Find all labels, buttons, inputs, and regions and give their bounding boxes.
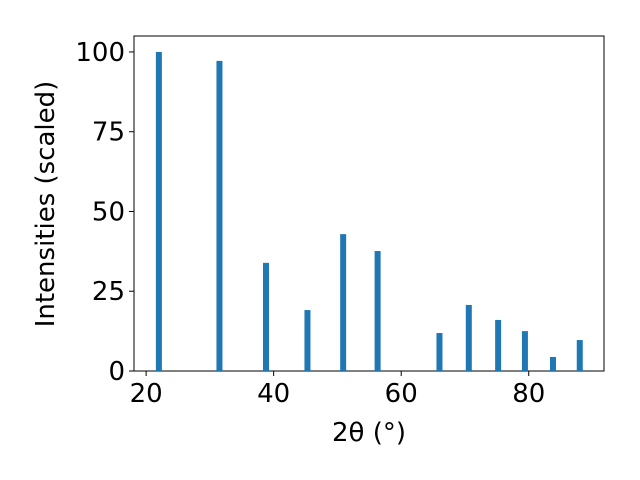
bar: [465, 304, 472, 371]
x-tick-label: 40: [257, 379, 290, 409]
y-tick-label: 0: [108, 357, 125, 387]
y-tick-label: 75: [92, 118, 125, 148]
bar: [436, 333, 443, 371]
y-tick-label: 25: [92, 277, 125, 307]
bar: [374, 251, 381, 371]
bar: [155, 51, 162, 371]
x-tick-label: 20: [130, 379, 163, 409]
y-tick-label: 50: [92, 197, 125, 227]
plot-frame: [133, 35, 605, 372]
bar: [521, 331, 528, 371]
y-tick-label: 100: [75, 38, 125, 68]
x-tick-label: 80: [512, 379, 545, 409]
x-tick-label: 60: [385, 379, 418, 409]
bar: [304, 310, 311, 371]
x-axis-label: 2θ (°): [332, 418, 406, 448]
bar: [340, 234, 347, 371]
bar: [495, 319, 502, 371]
bar: [263, 262, 270, 371]
bar: [549, 356, 556, 371]
bar: [576, 340, 583, 371]
y-axis-label: Intensities (scaled): [31, 81, 61, 328]
bar: [216, 60, 223, 372]
